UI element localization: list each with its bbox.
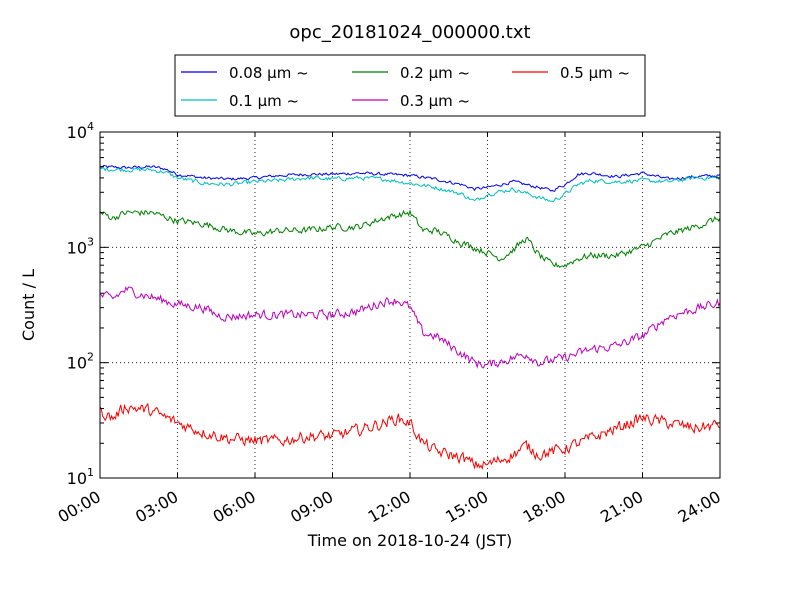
- legend-label: 0.5 μm ~: [560, 64, 630, 82]
- x-tick-label: 09:00: [287, 487, 336, 527]
- legend-label: 0.1 μm ~: [229, 92, 299, 110]
- y-tick-label-base: 10: [67, 354, 87, 373]
- x-axis-label: Time on 2018-10-24 (JST): [307, 531, 512, 550]
- y-tick-label-exponent: 3: [87, 235, 94, 248]
- y-tick-label: 103: [67, 235, 94, 257]
- y-tick-label-exponent: 1: [87, 466, 94, 479]
- series-line: [99, 402, 721, 471]
- y-tick-label-exponent: 2: [87, 351, 94, 364]
- x-tick-label: 12:00: [365, 487, 414, 527]
- chart-title: opc_20181024_000000.txt: [289, 22, 530, 43]
- legend-box: [174, 54, 646, 117]
- series-line: [99, 209, 721, 269]
- legend-label: 0.2 μm ~: [400, 64, 470, 82]
- series-line: [99, 167, 721, 203]
- x-tick-label: 18:00: [520, 487, 569, 527]
- legend-label: 0.08 μm ~: [229, 64, 309, 82]
- series-line: [99, 285, 721, 369]
- x-tick-label: 03:00: [132, 487, 181, 527]
- y-tick-label-base: 10: [67, 123, 87, 142]
- y-tick-label-base: 10: [67, 238, 87, 257]
- legend-label: 0.3 μm ~: [400, 92, 470, 110]
- x-tick-label: 00:00: [55, 487, 104, 527]
- y-axis-label: Count / L: [19, 269, 38, 341]
- x-tick-label: 24:00: [675, 487, 724, 527]
- legend-entries: 0.08 μm ~ 0.1 μm ~ 0.2 μm ~ 0.3 μm ~ 0.5 μm …: [181, 64, 630, 110]
- legend: 0.08 μm ~ 0.1 μm ~ 0.2 μm ~ 0.3 μm ~ 0.5 μm …: [174, 54, 646, 117]
- y-tick-label-exponent: 4: [87, 120, 94, 133]
- y-tick-label: 104: [67, 120, 94, 142]
- series-line: [99, 164, 721, 192]
- series-layer: [99, 164, 721, 471]
- y-tick-label: 101: [67, 466, 94, 488]
- x-tick-label: 21:00: [597, 487, 646, 527]
- x-tick-label: 15:00: [442, 487, 491, 527]
- y-tick-label: 102: [67, 351, 94, 373]
- x-tick-label: 06:00: [210, 487, 259, 527]
- y-tick-label-base: 10: [67, 469, 87, 488]
